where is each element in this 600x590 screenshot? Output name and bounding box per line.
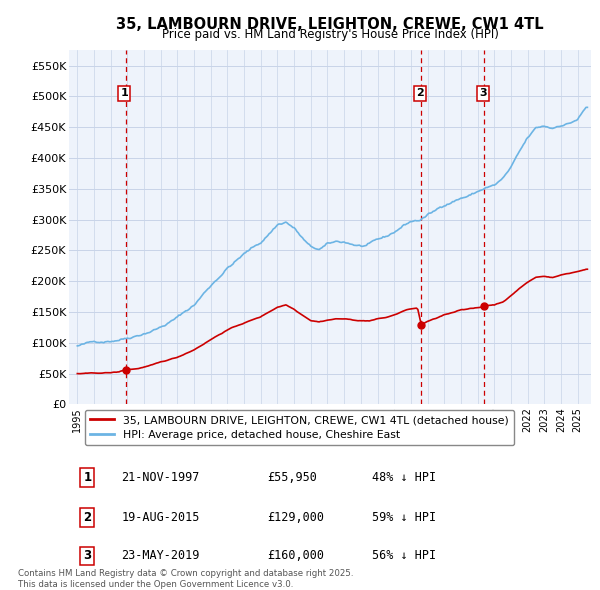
Text: 59% ↓ HPI: 59% ↓ HPI bbox=[372, 511, 436, 524]
Text: Contains HM Land Registry data © Crown copyright and database right 2025.
This d: Contains HM Land Registry data © Crown c… bbox=[18, 569, 353, 589]
Text: 2: 2 bbox=[416, 88, 424, 99]
Text: 19-AUG-2015: 19-AUG-2015 bbox=[121, 511, 200, 524]
Text: 48% ↓ HPI: 48% ↓ HPI bbox=[372, 471, 436, 484]
Text: 35, LAMBOURN DRIVE, LEIGHTON, CREWE, CW1 4TL: 35, LAMBOURN DRIVE, LEIGHTON, CREWE, CW1… bbox=[116, 17, 544, 31]
Text: 21-NOV-1997: 21-NOV-1997 bbox=[121, 471, 200, 484]
Text: 2: 2 bbox=[83, 511, 91, 524]
Text: 56% ↓ HPI: 56% ↓ HPI bbox=[372, 549, 436, 562]
Text: 23-MAY-2019: 23-MAY-2019 bbox=[121, 549, 200, 562]
Legend: 35, LAMBOURN DRIVE, LEIGHTON, CREWE, CW1 4TL (detached house), HPI: Average pric: 35, LAMBOURN DRIVE, LEIGHTON, CREWE, CW1… bbox=[85, 410, 514, 445]
Text: £129,000: £129,000 bbox=[268, 511, 325, 524]
Text: 1: 1 bbox=[121, 88, 128, 99]
Text: 1: 1 bbox=[83, 471, 91, 484]
Text: £55,950: £55,950 bbox=[268, 471, 317, 484]
Text: 3: 3 bbox=[479, 88, 487, 99]
Text: 3: 3 bbox=[83, 549, 91, 562]
Text: £160,000: £160,000 bbox=[268, 549, 325, 562]
Text: Price paid vs. HM Land Registry's House Price Index (HPI): Price paid vs. HM Land Registry's House … bbox=[161, 28, 499, 41]
